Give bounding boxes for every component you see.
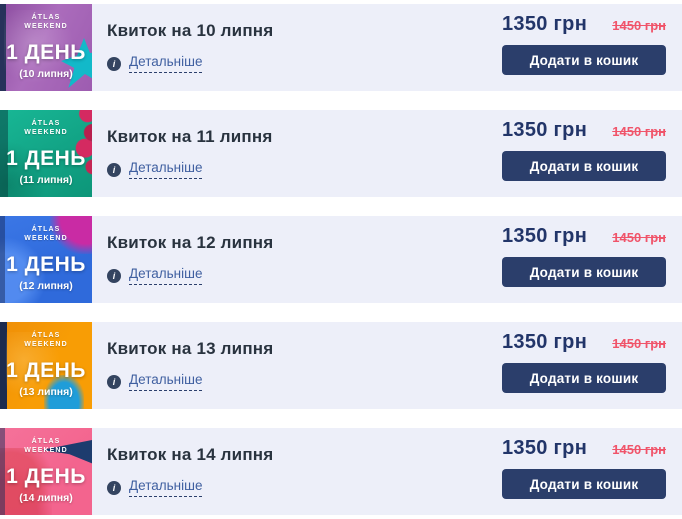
date-label: (11 липня)	[19, 174, 73, 187]
info-icon[interactable]: i	[107, 268, 121, 283]
add-to-cart-button[interactable]: Додати в кошик	[502, 45, 666, 75]
details-row: i Детальніше	[107, 372, 203, 391]
atlas-weekend-logo: Átlas Weekend	[24, 13, 67, 31]
brand-line: Átlas	[31, 438, 61, 445]
price-block: 1350 грн 1450 грн Додати в кошик	[502, 119, 666, 181]
ticket-image: Átlas Weekend 1 ДЕНЬ (11 липня)	[0, 110, 92, 197]
ticket-row: Átlas Weekend 1 ДЕНЬ (11 липня) Квиток н…	[0, 110, 682, 197]
old-price: 1450 грн	[612, 18, 666, 33]
day-label: 1 ДЕНЬ	[6, 359, 86, 383]
ticket-content: Квиток на 10 липня i Детальніше 1350 грн…	[92, 4, 682, 91]
ticket-title: Квиток на 10 липня	[107, 21, 274, 40]
atlas-weekend-logo: Átlas Weekend	[24, 119, 67, 137]
info-icon[interactable]: i	[107, 56, 121, 71]
add-to-cart-button[interactable]: Додати в кошик	[502, 363, 666, 393]
old-price: 1450 грн	[612, 230, 666, 245]
add-to-cart-button[interactable]: Додати в кошик	[502, 151, 666, 181]
tile-decoration	[0, 216, 5, 303]
brand-line: Átlas	[31, 120, 61, 127]
brand-line: Weekend	[24, 129, 68, 137]
price: 1350 грн	[502, 437, 588, 459]
details-row: i Детальніше	[107, 266, 203, 285]
price-row: 1350 грн 1450 грн	[502, 331, 666, 357]
ticket-row: Átlas Weekend 1 ДЕНЬ (12 липня) Квиток н…	[0, 216, 682, 303]
ticket-content: Квиток на 14 липня i Детальніше 1350 грн…	[92, 428, 682, 515]
date-label: (14 липня)	[19, 492, 73, 505]
brand-line: Weekend	[24, 235, 68, 243]
brand-line: Weekend	[24, 23, 68, 31]
brand-line: Weekend	[24, 341, 68, 349]
details-row: i Детальніше	[107, 160, 203, 179]
details-link[interactable]: Детальніше	[129, 54, 203, 73]
price-row: 1350 грн 1450 грн	[502, 13, 666, 39]
atlas-weekend-logo: Átlas Weekend	[24, 225, 67, 243]
old-price: 1450 грн	[612, 442, 666, 457]
details-link[interactable]: Детальніше	[129, 372, 203, 391]
old-price: 1450 грн	[612, 124, 666, 139]
ticket-image: Átlas Weekend 1 ДЕНЬ (10 липня)	[0, 4, 92, 91]
price-row: 1350 грн 1450 грн	[502, 437, 666, 463]
details-link[interactable]: Детальніше	[129, 266, 203, 285]
price: 1350 грн	[502, 13, 588, 35]
ticket-title: Квиток на 13 липня	[107, 339, 274, 358]
ticket-content: Квиток на 11 липня i Детальніше 1350 грн…	[92, 110, 682, 197]
price-row: 1350 грн 1450 грн	[502, 119, 666, 145]
info-icon[interactable]: i	[107, 162, 121, 177]
brand-line: Átlas	[31, 14, 61, 21]
ticket-image: Átlas Weekend 1 ДЕНЬ (12 липня)	[0, 216, 92, 303]
date-label: (13 липня)	[19, 386, 73, 399]
atlas-weekend-logo: Átlas Weekend	[24, 437, 67, 455]
price: 1350 грн	[502, 331, 588, 353]
tile-decoration	[0, 428, 5, 515]
day-label: 1 ДЕНЬ	[6, 41, 86, 65]
price-row: 1350 грн 1450 грн	[502, 225, 666, 251]
add-to-cart-button[interactable]: Додати в кошик	[502, 257, 666, 287]
ticket-image: Átlas Weekend 1 ДЕНЬ (13 липня)	[0, 322, 92, 409]
ticket-row: Átlas Weekend 1 ДЕНЬ (10 липня) Квиток н…	[0, 4, 682, 91]
brand-line: Átlas	[31, 226, 61, 233]
ticket-row: Átlas Weekend 1 ДЕНЬ (14 липня) Квиток н…	[0, 428, 682, 515]
price-block: 1350 грн 1450 грн Додати в кошик	[502, 437, 666, 499]
ticket-title: Квиток на 14 липня	[107, 445, 274, 464]
ticket-title: Квиток на 11 липня	[107, 127, 273, 146]
details-row: i Детальніше	[107, 54, 203, 73]
price-block: 1350 грн 1450 грн Додати в кошик	[502, 331, 666, 393]
ticket-content: Квиток на 13 липня i Детальніше 1350 грн…	[92, 322, 682, 409]
price: 1350 грн	[502, 119, 588, 141]
ticket-row: Átlas Weekend 1 ДЕНЬ (13 липня) Квиток н…	[0, 322, 682, 409]
add-to-cart-button[interactable]: Додати в кошик	[502, 469, 666, 499]
day-label: 1 ДЕНЬ	[6, 147, 86, 171]
info-icon[interactable]: i	[107, 374, 121, 389]
date-label: (12 липня)	[19, 280, 73, 293]
atlas-weekend-logo: Átlas Weekend	[24, 331, 67, 349]
ticket-image: Átlas Weekend 1 ДЕНЬ (14 липня)	[0, 428, 92, 515]
price-block: 1350 грн 1450 грн Додати в кошик	[502, 225, 666, 287]
brand-line: Weekend	[24, 447, 68, 455]
old-price: 1450 грн	[612, 336, 666, 351]
details-link[interactable]: Детальніше	[129, 160, 203, 179]
day-label: 1 ДЕНЬ	[6, 253, 86, 277]
price: 1350 грн	[502, 225, 588, 247]
ticket-title: Квиток на 12 липня	[107, 233, 274, 252]
ticket-list: Átlas Weekend 1 ДЕНЬ (10 липня) Квиток н…	[0, 4, 682, 515]
brand-line: Átlas	[31, 332, 61, 339]
day-label: 1 ДЕНЬ	[6, 465, 86, 489]
date-label: (10 липня)	[19, 68, 73, 81]
ticket-content: Квиток на 12 липня i Детальніше 1350 грн…	[92, 216, 682, 303]
price-block: 1350 грн 1450 грн Додати в кошик	[502, 13, 666, 75]
details-row: i Детальніше	[107, 478, 203, 497]
info-icon[interactable]: i	[107, 480, 121, 495]
details-link[interactable]: Детальніше	[129, 478, 203, 497]
